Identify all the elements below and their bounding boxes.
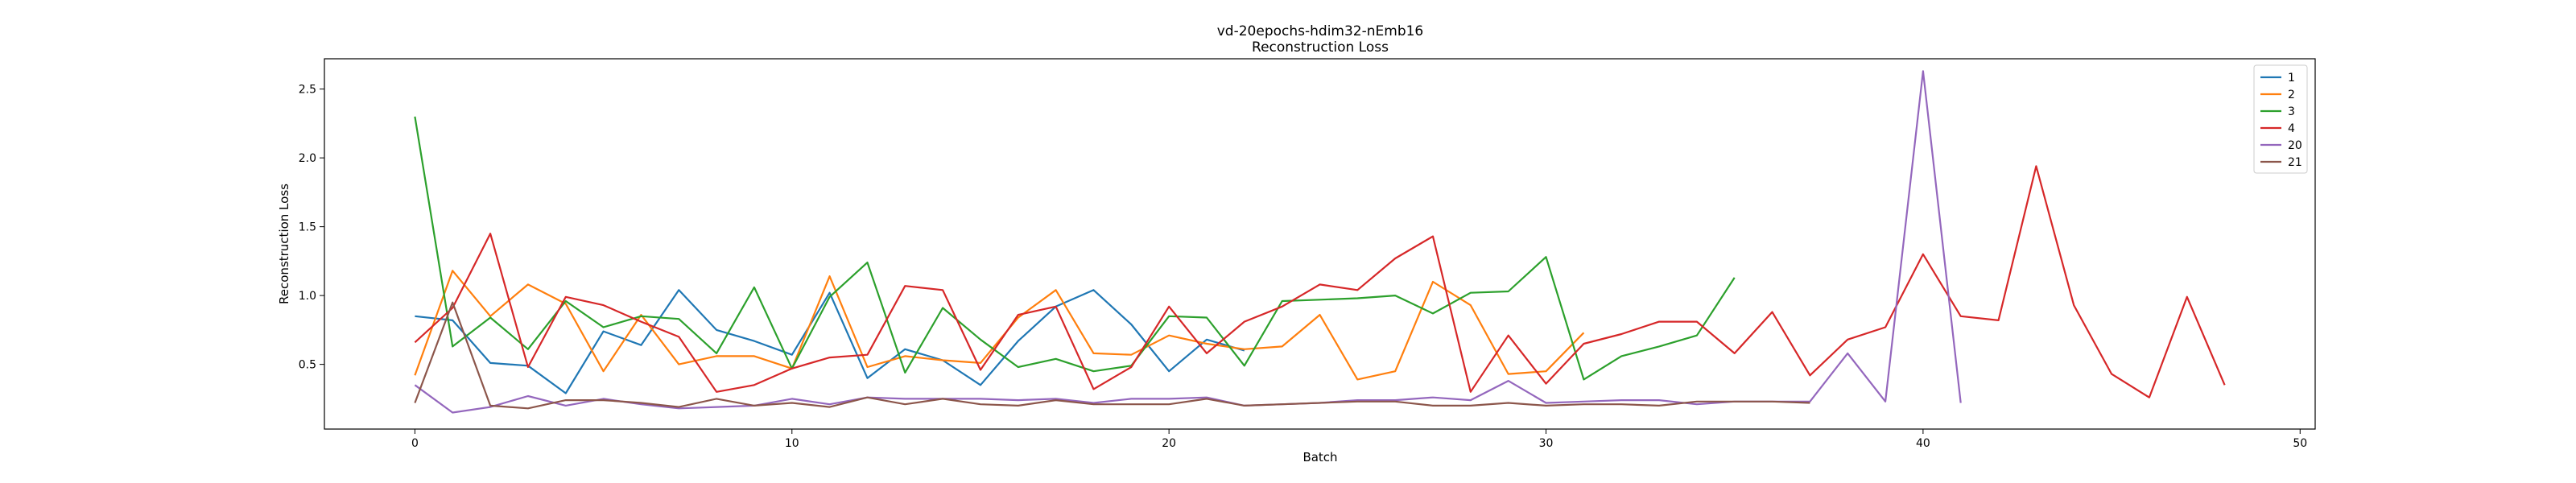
legend-label-1: 1 — [2288, 72, 2295, 85]
legend-frame — [2253, 64, 2308, 174]
x-tick-label: 0 — [411, 437, 419, 450]
legend-label-2: 2 — [2288, 89, 2295, 101]
y-tick-label: 1.0 — [299, 290, 316, 303]
legend: 1 2 3 4 20 21 — [2253, 64, 2308, 174]
x-tick-label: 20 — [1162, 437, 1176, 450]
chart-title: vd-20epochs-hdim32-nEmb16 — [1217, 23, 1424, 39]
series-line-2 — [414, 270, 1585, 381]
plot-frame — [324, 58, 2316, 430]
x-tick-label: 30 — [1539, 437, 1554, 450]
x-axis: 0 10 20 30 40 50 — [411, 429, 2307, 450]
chart-subtitle: Reconstruction Loss — [1252, 39, 1389, 56]
y-tick-label: 2.5 — [299, 84, 316, 97]
legend-label-4: 4 — [2288, 122, 2295, 135]
y-tick-label: 0.5 — [299, 359, 316, 372]
x-tick-label: 40 — [1916, 437, 1930, 450]
y-axis: 0.5 1.0 1.5 2.0 2.5 — [299, 84, 324, 372]
x-tick-label: 50 — [2293, 437, 2307, 450]
legend-label-21: 21 — [2288, 156, 2302, 169]
plot-lines — [414, 70, 2226, 414]
legend-label-20: 20 — [2288, 139, 2302, 152]
legend-label-3: 3 — [2288, 105, 2295, 118]
series-line-20 — [414, 70, 1962, 414]
y-tick-label: 1.5 — [299, 221, 316, 234]
series-line-21 — [414, 301, 1810, 410]
x-tick-label: 10 — [785, 437, 799, 450]
y-tick-label: 2.0 — [299, 152, 316, 165]
y-axis-label: Reconstruction Loss — [277, 184, 291, 304]
series-line-1 — [415, 289, 1245, 394]
series-line-3 — [414, 116, 1736, 381]
series-line-4 — [414, 165, 2226, 398]
x-axis-label: Batch — [1302, 450, 1337, 464]
